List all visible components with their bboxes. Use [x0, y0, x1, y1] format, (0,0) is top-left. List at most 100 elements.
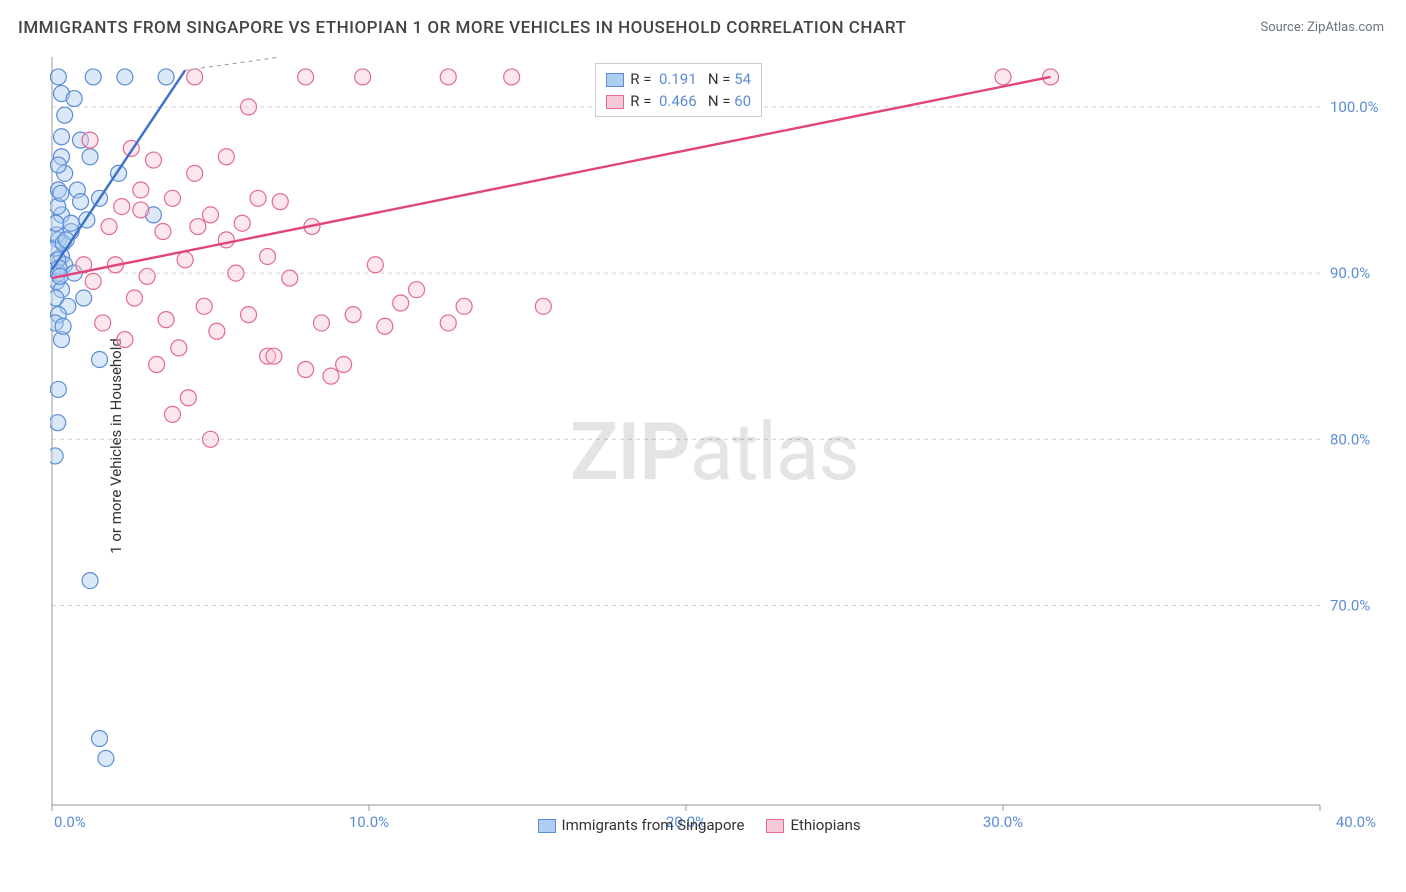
- plot-svg: 70.0%80.0%90.0%100.0%0.0%10.0%20.0%30.0%…: [50, 55, 1380, 835]
- data-point: [456, 298, 472, 314]
- data-point: [250, 190, 266, 206]
- legend-swatch: [606, 95, 624, 109]
- legend-n-value: 54: [734, 70, 751, 88]
- data-point: [66, 91, 82, 107]
- data-point: [282, 270, 298, 286]
- data-point: [50, 448, 63, 464]
- data-point: [92, 352, 108, 368]
- data-point: [76, 290, 92, 306]
- data-point: [145, 152, 161, 168]
- data-point: [323, 368, 339, 384]
- legend-swatch: [538, 819, 556, 833]
- data-point: [409, 282, 425, 298]
- data-point: [139, 268, 155, 284]
- data-point: [196, 298, 212, 314]
- x-tick-label: 40.0%: [1336, 813, 1376, 831]
- legend-n-value: 60: [734, 92, 751, 110]
- y-tick-label: 70.0%: [1330, 597, 1370, 615]
- data-point: [53, 185, 69, 201]
- data-point: [535, 298, 551, 314]
- data-point: [345, 307, 361, 323]
- data-point: [177, 252, 193, 268]
- data-point: [313, 315, 329, 331]
- data-point: [440, 69, 456, 85]
- data-point: [180, 390, 196, 406]
- data-point: [63, 215, 79, 231]
- legend-swatch: [606, 73, 624, 87]
- data-point: [133, 182, 149, 198]
- data-point: [73, 194, 89, 210]
- y-tick-label: 90.0%: [1330, 264, 1370, 282]
- data-point: [241, 99, 257, 115]
- legend-swatch: [766, 819, 784, 833]
- data-point: [57, 107, 73, 123]
- data-point: [228, 265, 244, 281]
- chart-title: IMMIGRANTS FROM SINGAPORE VS ETHIOPIAN 1…: [18, 18, 906, 38]
- data-point: [55, 318, 71, 334]
- data-point: [164, 190, 180, 206]
- legend-series-name: Immigrants from Singapore: [562, 816, 745, 834]
- data-point: [149, 357, 165, 373]
- legend-n-label: N =: [708, 92, 731, 110]
- data-point: [377, 318, 393, 334]
- data-point: [187, 69, 203, 85]
- data-point: [50, 69, 66, 85]
- data-point: [272, 194, 288, 210]
- data-point: [117, 69, 133, 85]
- data-point: [266, 348, 282, 364]
- data-point: [218, 232, 234, 248]
- data-point: [50, 215, 64, 231]
- data-point: [85, 273, 101, 289]
- legend-row: R = 0.466 N = 60: [606, 90, 751, 112]
- series-legend: Immigrants from Singapore Ethiopians: [516, 816, 861, 834]
- data-point: [171, 340, 187, 356]
- data-point: [187, 165, 203, 181]
- data-point: [82, 573, 98, 589]
- data-point: [209, 323, 225, 339]
- data-point: [367, 257, 383, 273]
- data-point: [298, 69, 314, 85]
- data-point: [114, 199, 130, 215]
- trend-line-extension: [185, 57, 280, 70]
- y-tick-label: 80.0%: [1330, 430, 1370, 448]
- data-point: [126, 290, 142, 306]
- data-point: [190, 219, 206, 235]
- data-point: [155, 224, 171, 240]
- data-point: [133, 202, 149, 218]
- data-point: [203, 207, 219, 223]
- legend-r-value: 0.191: [659, 70, 697, 88]
- data-point: [82, 132, 98, 148]
- data-point: [117, 332, 133, 348]
- data-point: [336, 357, 352, 373]
- legend-n-label: N =: [708, 70, 731, 88]
- x-tick-label: 10.0%: [349, 813, 389, 831]
- data-point: [95, 315, 111, 331]
- legend-row: R = 0.191 N = 54: [606, 68, 751, 90]
- source-link[interactable]: ZipAtlas.com: [1307, 20, 1384, 35]
- data-point: [218, 149, 234, 165]
- data-point: [158, 69, 174, 85]
- data-point: [50, 415, 66, 431]
- data-point: [164, 406, 180, 422]
- x-tick-label: 0.0%: [54, 813, 86, 831]
- data-point: [203, 431, 219, 447]
- x-tick-label: 30.0%: [983, 813, 1023, 831]
- data-point: [440, 315, 456, 331]
- data-point: [82, 149, 98, 165]
- data-point: [158, 312, 174, 328]
- data-point: [85, 69, 101, 85]
- legend-series-name: Ethiopians: [790, 816, 860, 834]
- correlation-legend: R = 0.191 N = 54R = 0.466 N = 60: [595, 63, 762, 117]
- data-point: [101, 219, 117, 235]
- data-point: [393, 295, 409, 311]
- data-point: [260, 248, 276, 264]
- data-point: [234, 215, 250, 231]
- data-point: [504, 69, 520, 85]
- source-prefix: Source:: [1260, 20, 1307, 35]
- legend-r-label: R =: [630, 92, 651, 110]
- data-point: [241, 307, 257, 323]
- data-point: [98, 750, 114, 766]
- legend-r-label: R =: [630, 70, 651, 88]
- data-point: [995, 69, 1011, 85]
- legend-r-value: 0.466: [659, 92, 697, 110]
